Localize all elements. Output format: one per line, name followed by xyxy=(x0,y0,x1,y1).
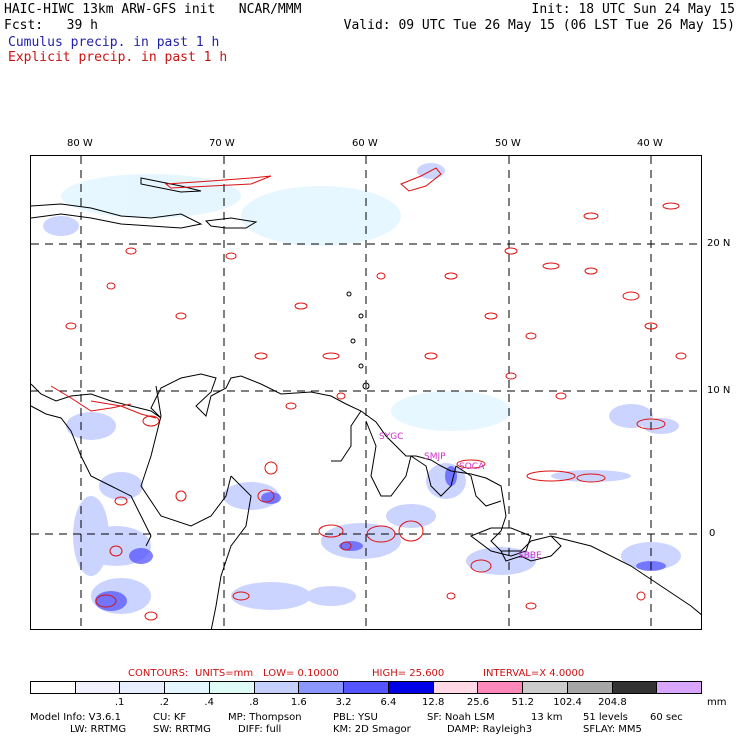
light-precip-haze xyxy=(61,174,511,431)
forecast-hour: Fcst: 39 h xyxy=(4,18,98,33)
colorbar-tick-label: 1.6 xyxy=(290,697,307,708)
time-step: 60 sec xyxy=(650,712,683,723)
cu-scheme: CU: KF xyxy=(153,712,187,723)
colorbar-tick-label: .8 xyxy=(249,697,259,708)
colorbar-swatch xyxy=(120,682,166,693)
station-sbbe: SBBE xyxy=(518,551,542,561)
lon-label-80w: 80 W xyxy=(67,138,93,149)
contour-units: UNITS=mm xyxy=(195,668,254,679)
lon-label-50w: 50 W xyxy=(495,138,521,149)
colorbar-tick-label: .2 xyxy=(159,697,170,708)
colorbar-tick-label: 204.8 xyxy=(598,697,627,708)
km-scheme: KM: 2D Smagor xyxy=(333,724,411,735)
colorbar-tick-label: 3.2 xyxy=(335,697,352,708)
station-smjp: SMJP xyxy=(424,452,446,462)
colorbar-tick-label: 102.4 xyxy=(553,697,582,708)
colorbar-swatch xyxy=(478,682,524,693)
explicit-precip-contours xyxy=(50,167,687,621)
map-canvas: SYGC SMJP SOCA SBBE xyxy=(31,156,701,629)
damp-scheme: DAMP: Rayleigh3 xyxy=(447,724,533,735)
lat-label-10n: 10 N xyxy=(707,385,731,396)
colorbar-tick-label: 51.2 xyxy=(511,697,534,708)
contour-low: LOW= 0.10000 xyxy=(263,668,339,679)
contour-label: CONTOURS: xyxy=(128,668,189,679)
sf-scheme: SF: Noah LSM xyxy=(427,712,495,723)
colorbar-tick-label: .1 xyxy=(114,697,125,708)
colorbar-swatch xyxy=(388,682,434,693)
station-sygc: SYGC xyxy=(379,432,403,442)
precip-map: SYGC SMJP SOCA SBBE xyxy=(30,155,702,630)
explicit-precip-legend: Explicit precip. in past 1 h xyxy=(8,50,228,65)
mp-scheme: MP: Thompson xyxy=(228,712,302,723)
colorbar-swatch xyxy=(567,682,613,693)
lw-scheme: LW: RRTMG xyxy=(70,724,127,735)
lat-label-equator: 0 xyxy=(709,528,716,539)
station-markers: SYGC SMJP SOCA SBBE xyxy=(379,432,542,561)
init-time: Init: 18 UTC Sun 24 May 15 xyxy=(531,2,736,17)
colorbar-swatch xyxy=(433,682,479,693)
colorbar-swatch xyxy=(165,682,210,693)
sflay-scheme: SFLAY: MM5 xyxy=(583,724,642,735)
contour-interval: INTERVAL=X 4.0000 xyxy=(483,668,585,679)
model-title: HAIC-HIWC 13km ARW-GFS init NCAR/MMM xyxy=(4,2,302,17)
colorbar-swatch xyxy=(523,682,568,693)
lat-label-20n: 20 N xyxy=(707,238,731,249)
colorbar-swatch xyxy=(657,682,702,693)
cumulus-precip-legend: Cumulus precip. in past 1 h xyxy=(8,35,220,50)
colorbar-swatch xyxy=(31,682,76,693)
colorbar-tick-label: 25.6 xyxy=(466,697,490,708)
colorbar-swatch xyxy=(612,682,658,693)
contour-high: HIGH= 25.600 xyxy=(372,668,445,679)
coastlines xyxy=(31,177,701,629)
colorbar-tick-label: 12.8 xyxy=(422,697,445,708)
pbl-scheme: PBL: YSU xyxy=(333,712,378,723)
lon-label-60w: 60 W xyxy=(352,138,378,149)
colorbar-swatch xyxy=(75,682,121,693)
sw-scheme: SW: RRTMG xyxy=(153,724,211,735)
lon-label-40w: 40 W xyxy=(637,138,663,149)
colorbar-swatch xyxy=(209,682,255,693)
grid-spacing: 13 km xyxy=(531,712,563,723)
station-soca: SOCA xyxy=(459,462,485,472)
lon-label-70w: 70 W xyxy=(209,138,235,149)
colorbar-tick-label: 6.4 xyxy=(380,697,397,708)
colorbar-swatch xyxy=(344,682,389,693)
vertical-levels: 51 levels xyxy=(583,712,628,723)
diff-scheme: DIFF: full xyxy=(238,724,282,735)
colorbar-swatch xyxy=(254,682,300,693)
valid-time: Valid: 09 UTC Tue 26 May 15 (06 LST Tue … xyxy=(343,18,735,33)
colorbar-tick-label: .4 xyxy=(204,697,214,708)
model-version: Model Info: V3.6.1 xyxy=(30,712,121,723)
colorbar-swatch xyxy=(299,682,345,693)
precip-colorbar xyxy=(30,681,702,694)
colorbar-unit: mm xyxy=(707,697,727,708)
